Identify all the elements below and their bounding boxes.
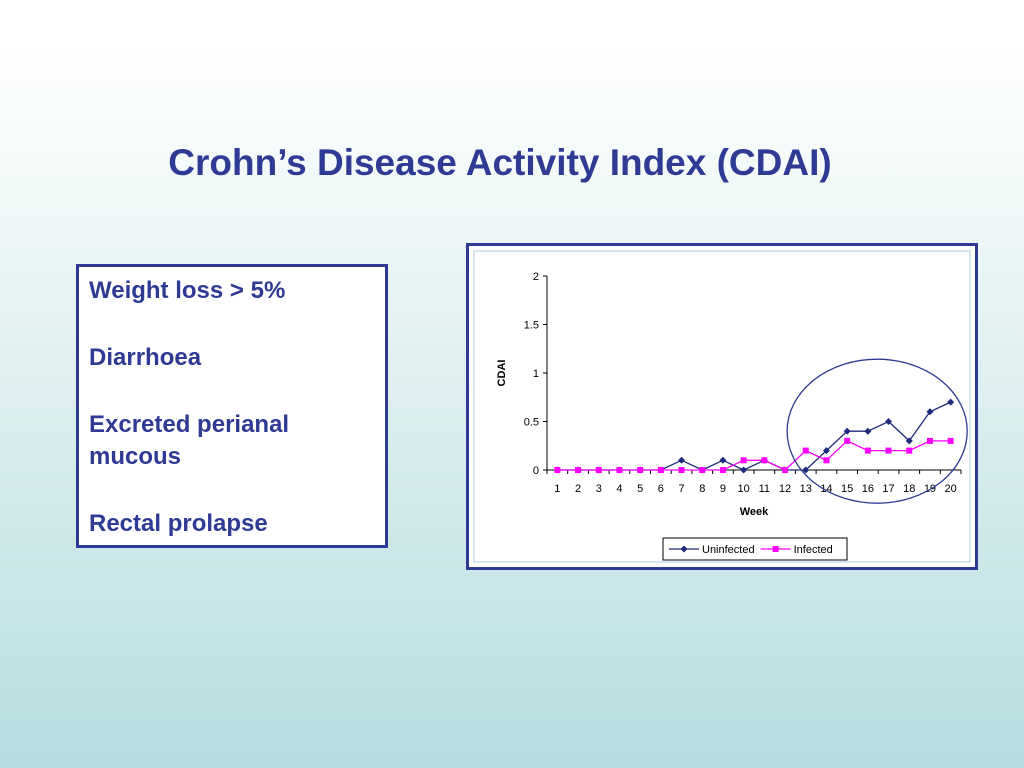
data-point-uninfected [926,408,934,416]
chart-plot-container: 0 0.5 1 1.5 2 1 2 3 4 5 6 7 8 9 10 11 12 13 14 15 16 17 18 19 20… [473,250,971,563]
x-tick-label: 5 [637,483,643,495]
cdai-line-chart: 00.511.521 2 3 4 5 6 7 8 9 10 11 12 13 14 15 16 17 18 19 20… [496,271,968,561]
x-tick-label: 15 [841,483,853,495]
x-tick-label: 6 [658,483,664,495]
data-point-uninfected [843,427,851,435]
y-tick-label: 2 [533,271,539,283]
x-axis-title: Week [740,506,769,518]
symptom-weight-loss: Weight loss > 5% [89,277,286,304]
data-point-infected [802,447,809,454]
data-point-infected [782,467,789,473]
symptom-diarrhoea: Diarrhoea [89,344,202,371]
data-point-infected [761,457,768,464]
data-point-infected [885,447,892,454]
data-point-infected [719,467,726,473]
highlight-ellipse [786,358,968,504]
data-point-infected [595,467,602,473]
chart-frame: 0 0.5 1 1.5 2 1 2 3 4 5 6 7 8 9 10 11 12 13 14 15 16 17 18 19 20… [466,243,978,570]
legend-box [662,537,848,561]
data-point-infected [575,467,582,473]
x-tick-label: 13 [800,483,812,495]
x-tick-label: 10 [738,483,750,495]
y-tick-label: 0.5 [524,417,539,429]
symptom-list: Weight loss > 5% Diarrhoea Excreted peri… [76,264,388,548]
data-point-infected [699,467,706,473]
x-tick-label: 8 [699,483,705,495]
y-axis-title: CDAI [496,360,508,387]
x-tick-label: 3 [596,483,602,495]
symptom-perianal-mucous: Excreted perianal mucous [89,411,290,470]
x-tick-label: 12 [779,483,791,495]
data-point-uninfected [864,427,872,435]
data-point-infected [947,437,954,444]
x-tick-label: 1 [554,483,560,495]
data-point-uninfected [802,466,810,474]
data-point-infected [844,437,851,444]
data-point-uninfected [740,466,748,474]
data-point-infected [616,467,623,473]
x-tick-label: 9 [720,483,726,495]
data-point-infected [657,467,664,473]
data-point-infected [554,467,561,473]
x-tick-label: 4 [616,483,622,495]
x-tick-label: 2 [575,483,581,495]
data-point-uninfected [905,437,913,445]
data-point-infected [740,457,747,464]
data-point-infected [823,457,830,464]
data-point-infected [637,467,644,473]
x-tick-label: 20 [945,483,957,495]
x-tick-label: 11 [759,483,770,495]
data-point-infected [906,447,913,454]
data-point-uninfected [822,447,830,455]
series-line-infected [557,440,951,471]
y-tick-label: 1.5 [524,320,539,332]
data-point-infected [864,447,871,454]
data-point-infected [926,437,933,444]
data-point-uninfected [947,398,955,406]
data-point-uninfected [885,418,893,425]
y-tick-label: 1 [533,368,539,380]
symptom-rectal-prolapse: Rectal prolapse [89,510,268,537]
legend-marker-infected [772,546,779,552]
x-tick-label: 7 [678,483,684,495]
y-tick-label: 0 [533,465,539,477]
data-point-infected [678,467,685,473]
x-tick-label: 16 [862,483,874,495]
x-tick-label: 18 [903,483,915,495]
slide-title: Crohn’s Disease Activity Index (CDAI) [168,142,832,183]
legend-marker-uninfected [680,545,688,553]
data-point-uninfected [719,456,727,464]
legend-label-uninfected: Uninfected [702,544,755,556]
x-tick-label: 17 [882,483,894,495]
data-point-uninfected [678,456,686,464]
legend-label-infected: Infected [794,544,833,556]
